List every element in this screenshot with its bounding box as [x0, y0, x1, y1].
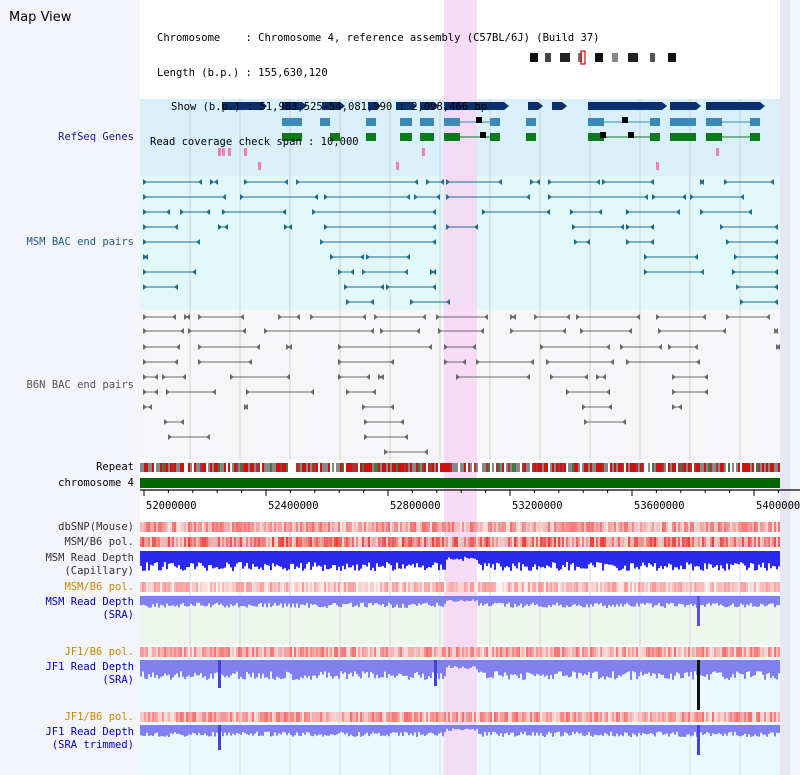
track-label-jf1-b6-pol-2[interactable]: JF1/B6 pol. [64, 711, 134, 723]
refseq-small-feature [258, 162, 261, 170]
coverage-info: Read coverage check span : 10,000 [150, 135, 359, 148]
refseq-small-feature [716, 148, 719, 156]
refseq-transcript-green [588, 133, 604, 141]
refseq-gene [396, 102, 412, 110]
refseq-small-feature [244, 148, 247, 156]
refseq-small-feature [422, 148, 425, 156]
msm-b6-pol-track-2 [140, 582, 780, 592]
track-label-msm-depth-sra[interactable]: MSM Read Depth [45, 596, 134, 608]
msm-depth-capillary [140, 551, 780, 571]
info-block: Chromosome : Chromosome 4, reference ass… [150, 10, 600, 171]
refseq-gene [588, 102, 662, 110]
refseq-transcript [706, 118, 722, 126]
dbsnp-track [140, 522, 780, 532]
track-label-chromosome[interactable]: chromosome 4 [58, 477, 134, 489]
axis-tick-label: 54000000 [756, 500, 800, 512]
refseq-transcript-green [706, 133, 722, 141]
track-label-msm-depth-sra-sub: (SRA) [102, 609, 134, 621]
refseq-small-feature [218, 148, 221, 156]
refseq-small-feature [228, 148, 231, 156]
track-label-b6n-bac[interactable]: B6N BAC end pairs [26, 379, 134, 391]
axis-tick-label: 53600000 [634, 500, 685, 512]
ideogram [530, 53, 680, 62]
length-info: Length (b.p.) : 155,630,120 [157, 66, 328, 79]
refseq-gene [670, 102, 696, 110]
refseq-gene [282, 102, 302, 110]
refseq-gene [368, 102, 376, 110]
refseq-transcript-green [444, 133, 460, 141]
refseq-gene [322, 102, 340, 110]
track-label-msm-bac[interactable]: MSM BAC end pairs [26, 236, 134, 248]
page-title: Map View [9, 10, 72, 25]
jf1-b6-pol-track [140, 647, 780, 657]
axis-tick-label: 53200000 [512, 500, 563, 512]
refseq-gene [444, 102, 504, 110]
track-label-repeat[interactable]: Repeat [96, 461, 134, 473]
msm-depth-sra [140, 596, 780, 626]
axis-tick-label: 52400000 [268, 500, 319, 512]
track-label-msm-b6-pol[interactable]: MSM/B6 pol. [64, 536, 134, 548]
refseq-transcript [588, 118, 604, 126]
axis-tick-label: 52800000 [390, 500, 441, 512]
refseq-gene [706, 102, 760, 110]
track-label-msm-depth-capillary-sub: (Capillary) [64, 565, 134, 577]
refseq-gene [222, 102, 262, 110]
axis-tick-label: 52000000 [146, 500, 197, 512]
repeat-track [140, 463, 780, 472]
jf1-depth-sra [140, 660, 780, 710]
track-label-refseq[interactable]: RefSeq Genes [58, 131, 134, 143]
refseq-gene [420, 102, 434, 110]
refseq-gene [528, 102, 538, 110]
refseq-small-feature [396, 162, 399, 170]
refseq-transcript [282, 118, 298, 126]
refseq-transcript-green [670, 133, 686, 141]
highlight-region [444, 0, 477, 775]
track-label-msm-depth-capillary[interactable]: MSM Read Depth [45, 552, 134, 564]
refseq-small-feature [222, 148, 225, 156]
msm-b6-pol-track [140, 537, 780, 547]
track-label-jf1-b6-pol[interactable]: JF1/B6 pol. [64, 646, 134, 658]
track-label-dbsnp[interactable]: dbSNP(Mouse) [58, 521, 134, 533]
track-label-msm-b6-pol-2[interactable]: MSM/B6 pol. [64, 581, 134, 593]
chromosome-info: Chromosome : Chromosome 4, reference ass… [157, 32, 600, 44]
track-label-jf1-depth-sra[interactable]: JF1 Read Depth [45, 661, 134, 673]
refseq-small-feature [656, 162, 659, 170]
show-info: Show (b.p.) : 51,983,525-54,081,990 : 2,… [171, 101, 488, 113]
jf1-b6-pol-track-2 [140, 712, 780, 722]
ideogram-position-marker [580, 50, 586, 65]
refseq-transcript [444, 118, 460, 126]
refseq-transcript [670, 118, 686, 126]
refseq-transcript-green [282, 133, 298, 141]
jf1-depth-trimmed [140, 725, 780, 755]
track-label-jf1-depth-trimmed-sub: (SRA trimmed) [51, 739, 134, 751]
track-label-jf1-depth-trimmed[interactable]: JF1 Read Depth [45, 726, 134, 738]
refseq-gene [552, 102, 562, 110]
chromosome-bar [140, 478, 780, 488]
track-label-jf1-depth-sra-sub: (SRA) [102, 674, 134, 686]
